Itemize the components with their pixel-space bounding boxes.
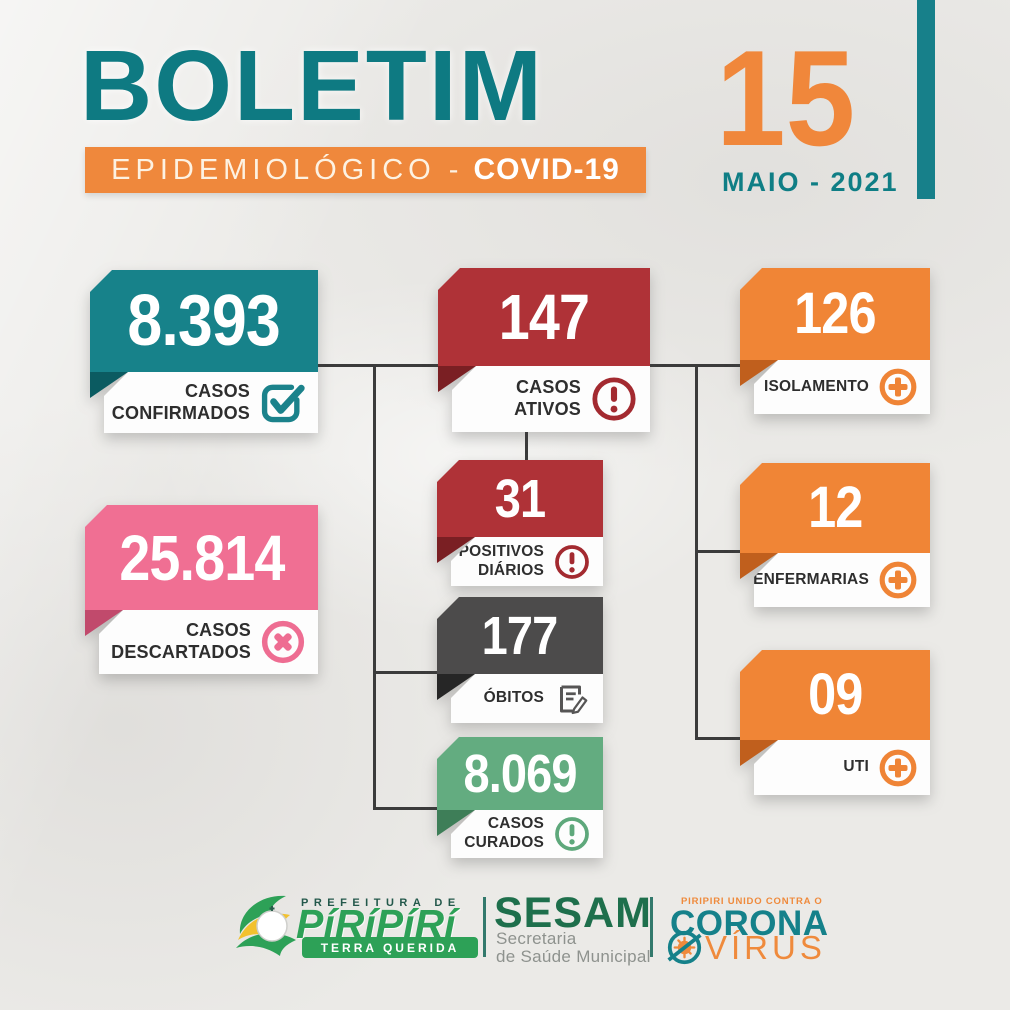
connector-line [373,364,376,810]
connector-line [695,737,740,740]
subtitle-bold-text: COVID-19 [473,153,620,186]
alert-circle-icon [554,816,590,852]
stat-card-positivos-diarios: 31 POSITIVOS DIÁRIOS [437,460,603,586]
stat-label-block: UTI [754,740,930,795]
stat-card-casos-curados: 8.069 CASOS CURADOS [437,737,603,858]
stat-color-block: 8.393 [90,270,318,372]
stat-label-block: CASOS CONFIRMADOS [104,372,318,433]
stat-value: 177 [482,605,559,666]
stat-value: 8.069 [463,743,577,804]
stat-label-block: POSITIVOS DIÁRIOS [451,537,603,586]
stat-color-block: 147 [438,268,650,366]
stat-card-enfermarias: 12 ENFERMARIAS [740,463,930,607]
stat-label-block: CASOS CURADOS [451,810,603,858]
date-day: 15 [716,22,856,174]
stat-card-isolamento: 126 ISOLAMENTO [740,268,930,414]
stat-label: CASOS CURADOS [464,815,544,851]
stat-label: CASOS CONFIRMADOS [111,380,250,423]
page-title: BOLETIM [80,30,544,142]
connector-line [695,550,740,553]
connector-line [373,671,437,674]
stat-value: 126 [794,281,876,346]
sesam-wordmark: SESAM [494,889,652,937]
no-virus-icon [667,930,702,965]
stat-color-block: 31 [437,460,603,537]
stat-value: 09 [807,662,863,727]
stat-color-block: 25.814 [85,505,318,610]
date-month: MAIO - 2021 [722,167,899,197]
connector-line [318,364,438,367]
stat-label: ISOLAMENTO [763,377,869,395]
city-tagline-pill: TERRA QUERIDA [302,937,478,958]
alert-circle-icon [591,376,637,422]
decorative-side-bar [917,0,935,199]
stat-label-block: ENFERMARIAS [754,553,930,607]
stat-color-block: 12 [740,463,930,553]
stat-label: ÓBITOS [483,689,544,707]
stat-color-block: 126 [740,268,930,360]
stat-label: CASOS ATIVOS [514,377,581,419]
plus-circle-icon [879,561,917,599]
prefeitura-label: PREFEITURA DE [301,897,461,909]
report-pencil-icon [554,681,590,717]
stat-label-block: ISOLAMENTO [754,360,930,414]
plus-circle-icon [879,368,917,406]
stat-label-block: CASOS ATIVOS [452,366,650,432]
stat-label: POSITIVOS DIÁRIOS [458,542,544,579]
piripiri-crest-logo [236,895,296,956]
stat-label-block: CASOS DESCARTADOS [99,610,318,674]
stat-card-casos-ativos: 147 CASOS ATIVOS [438,268,650,432]
stat-color-block: 09 [740,650,930,740]
stat-label: CASOS DESCARTADOS [111,620,251,662]
stat-value: 147 [498,281,590,353]
stat-value: 12 [807,475,863,540]
campaign-virus-wordmark: VÍRUS [705,929,826,966]
campaign-virus-row: VÍRUS [666,929,826,966]
stat-label: ENFERMARIAS [753,570,869,588]
alert-circle-icon [554,544,590,580]
stat-card-casos-confirmados: 8.393 CASOS CONFIRMADOS [90,270,318,433]
stat-label-block: ÓBITOS [451,674,603,723]
footer-divider [483,897,486,957]
stat-color-block: 8.069 [437,737,603,810]
stat-card-casos-descartados: 25.814 CASOS DESCARTADOS [85,505,318,674]
campaign-tagline: PIRIPIRI UNIDO CONTRA O [681,896,823,907]
subtitle-banner: EPIDEMIOLÓGICO - COVID-19 [85,147,646,193]
stat-card-uti: 09 UTI [740,650,930,795]
x-circle-icon [261,620,305,664]
subtitle-light-text: EPIDEMIOLÓGICO - [111,153,464,186]
stat-value: 25.814 [118,521,285,594]
stat-label: UTI [843,758,869,776]
check-square-icon [260,381,305,424]
sesam-subtitle-line2: de Saúde Municipal [496,947,651,966]
stat-card-obitos: 177 ÓBITOS [437,597,603,723]
stat-value: 8.393 [127,281,281,361]
footer-divider [650,897,653,957]
stat-color-block: 177 [437,597,603,674]
connector-line [525,432,528,462]
plus-circle-icon [879,749,917,787]
stat-value: 31 [494,468,546,529]
sesam-subtitle-line1: Secretaria [496,929,577,948]
campaign-corona-wordmark: CORONA [670,904,829,943]
connector-line [373,807,437,810]
